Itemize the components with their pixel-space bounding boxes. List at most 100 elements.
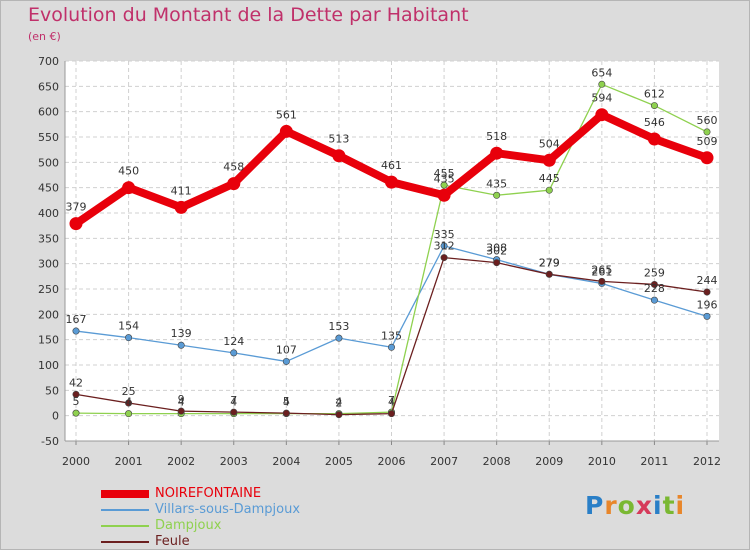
- data-label: 107: [276, 343, 297, 356]
- legend-swatch: [101, 525, 149, 527]
- data-point: [703, 288, 711, 296]
- x-tick-label: 2000: [62, 455, 90, 468]
- data-label: 302: [486, 245, 507, 258]
- data-label: 265: [591, 263, 612, 276]
- data-label: 561: [276, 108, 297, 121]
- y-tick-label: 250: [38, 283, 59, 296]
- x-tick-label: 2012: [693, 455, 721, 468]
- legend-swatch: [101, 509, 149, 511]
- data-label: 4: [283, 396, 290, 409]
- x-tick-label: 2011: [640, 455, 668, 468]
- data-label: 335: [434, 228, 455, 241]
- y-tick-label: 450: [38, 182, 59, 195]
- data-point: [227, 177, 241, 191]
- data-label: 455: [434, 167, 455, 180]
- y-tick-label: 400: [38, 207, 59, 220]
- data-label: 461: [381, 159, 402, 172]
- y-tick-label: 150: [38, 334, 59, 347]
- data-label: 279: [539, 256, 560, 269]
- data-label: 308: [486, 242, 507, 255]
- data-label: 25: [122, 385, 136, 398]
- series-lines: [69, 80, 714, 419]
- x-tick-label: 2008: [483, 455, 511, 468]
- data-label: 518: [486, 130, 507, 143]
- data-point: [279, 124, 293, 138]
- data-point: [650, 102, 658, 110]
- axes: -50 0 50 100 150 200 250 300 350 400 450 500 550 600 6…: [38, 55, 721, 468]
- data-label: 612: [644, 88, 665, 101]
- data-label: 261: [591, 265, 612, 278]
- data-label: 228: [644, 282, 665, 295]
- data-label: 4: [335, 396, 342, 409]
- data-label: 4: [178, 396, 185, 409]
- chart-title: Evolution du Montant de la Dette par Hab…: [28, 4, 469, 26]
- legend-swatch: [101, 490, 149, 498]
- x-tick-label: 2010: [588, 455, 616, 468]
- legend-label: Feule: [155, 534, 190, 549]
- data-label: 4: [388, 396, 395, 409]
- data-point: [387, 343, 395, 351]
- legend-label: NOIREFONTAINE: [155, 486, 262, 501]
- data-label: 7: [388, 394, 395, 407]
- data-labels: 1671541391241071531353353082792612281965…: [66, 66, 718, 409]
- data-point: [650, 280, 658, 288]
- data-point: [69, 217, 83, 231]
- data-point: [650, 296, 658, 304]
- data-point: [545, 186, 553, 194]
- data-label: 435: [434, 172, 455, 185]
- data-label: 411: [171, 184, 192, 197]
- x-tick-label: 2002: [167, 455, 195, 468]
- data-label: 504: [539, 137, 560, 150]
- data-point: [700, 151, 714, 165]
- data-point: [542, 153, 556, 167]
- y-tick-label: 700: [38, 55, 59, 68]
- data-label: 153: [328, 320, 349, 333]
- y-tick-label: 200: [38, 308, 59, 321]
- data-point: [230, 408, 238, 416]
- data-label: 7: [230, 394, 237, 407]
- data-label: 450: [118, 165, 139, 178]
- data-point: [385, 175, 398, 189]
- data-point: [282, 357, 290, 365]
- data-label: 509: [697, 135, 718, 148]
- data-label: 546: [644, 116, 665, 129]
- data-label: 42: [69, 376, 83, 389]
- x-tick-label: 2004: [272, 455, 300, 468]
- data-point: [703, 128, 711, 136]
- data-point: [493, 259, 501, 267]
- data-point: [177, 341, 185, 349]
- data-point: [598, 80, 606, 88]
- data-point: [440, 242, 448, 250]
- data-point: [598, 277, 606, 285]
- legend-label: Villars-sous-Dampjoux: [155, 502, 301, 517]
- chart-unit: (en €): [28, 30, 61, 43]
- x-tick-label: 2001: [115, 455, 143, 468]
- data-point: [282, 409, 290, 417]
- data-label: 139: [171, 327, 192, 340]
- data-point: [335, 334, 343, 342]
- data-point: [335, 411, 343, 419]
- data-label: 154: [118, 320, 139, 333]
- data-label: 458: [223, 161, 244, 174]
- data-label: 167: [66, 313, 87, 326]
- legend-swatch: [101, 541, 149, 543]
- x-tick-label: 2006: [378, 455, 406, 468]
- x-tick-label: 2005: [325, 455, 353, 468]
- x-tick-label: 2003: [220, 455, 248, 468]
- data-label: 5: [73, 395, 80, 408]
- y-tick-label: 600: [38, 106, 59, 119]
- data-point: [440, 181, 448, 189]
- data-point: [647, 132, 661, 146]
- data-point: [493, 191, 501, 199]
- data-label: 4: [230, 396, 237, 409]
- data-point: [177, 407, 185, 415]
- data-label: 135: [381, 329, 402, 342]
- y-tick-label: 500: [38, 156, 59, 169]
- data-label: 445: [539, 172, 560, 185]
- data-point: [490, 146, 504, 160]
- data-point: [72, 327, 80, 335]
- data-point: [387, 410, 395, 418]
- data-label: 5: [283, 395, 290, 408]
